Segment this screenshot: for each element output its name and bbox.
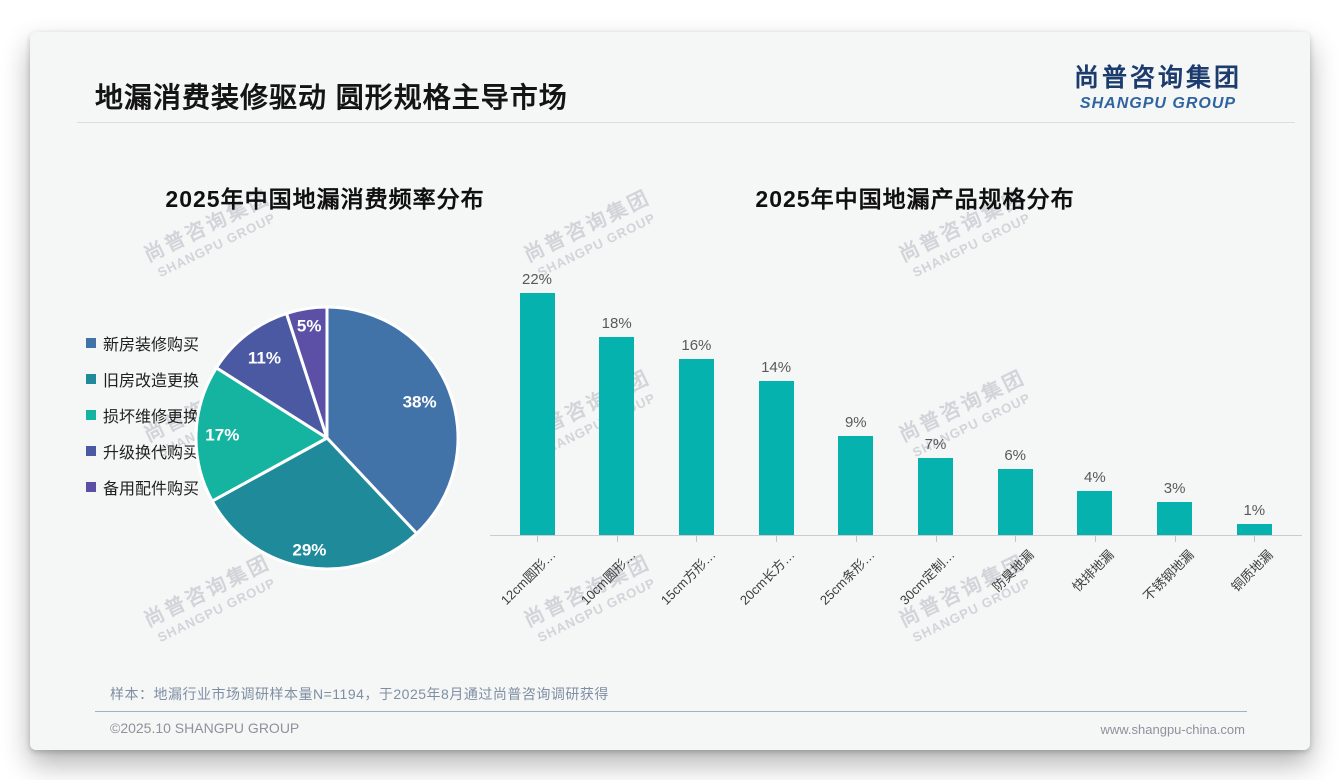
legend-label: 升级换代购买: [103, 445, 200, 462]
legend-item-4: 备用配件购买: [86, 476, 199, 498]
axis-tick: [855, 536, 857, 542]
bar-chart-title: 2025年中国地漏产品规格分布: [755, 186, 1075, 212]
axis-tick: [1094, 536, 1096, 542]
legend-item-3: 升级换代购买: [86, 440, 199, 462]
bar-value-6: 6%: [1004, 447, 1027, 464]
legend-swatch-icon: [86, 446, 96, 456]
axis-tick: [776, 536, 778, 542]
legend-swatch-icon: [86, 338, 96, 348]
bar-category-label-8: 不锈钢地漏: [1139, 547, 1197, 604]
bar-4: [838, 436, 874, 535]
axis-tick: [1015, 536, 1017, 542]
bar-category-label-2: 15cm方形…: [657, 547, 719, 608]
bar-5: [918, 458, 953, 535]
company-logo: 尚普咨询集团 SHANGPU GROUP: [1074, 58, 1242, 113]
bar-chart: 22% 12cm圆形… 18% 10cm圆形… 16% 15cm方形… 14% 20cm长方……: [490, 262, 1305, 682]
legend-swatch-icon: [86, 410, 96, 420]
bar-6: [997, 469, 1033, 535]
bar-value-5: 7%: [924, 436, 947, 453]
legend-item-0: 新房装修购买: [86, 332, 199, 354]
bar-1: [599, 337, 635, 535]
legend-swatch-icon: [86, 482, 96, 492]
axis-tick: [696, 536, 698, 542]
pie-slice-value-2: 17%: [205, 426, 239, 445]
bar-value-1: 18%: [601, 315, 632, 332]
slide-content: 地漏消费装修驱动 圆形规格主导市场 尚普咨询集团 SHANGPU GROUP 2…: [30, 32, 1310, 750]
legend-label: 备用配件购买: [103, 481, 200, 498]
pie-chart: 38% 29% 17% 11% 5%: [194, 305, 460, 571]
legend-item-1: 旧房改造更换: [86, 368, 199, 390]
axis-tick: [1254, 536, 1256, 542]
logo-cn-text: 尚普咨询集团: [1073, 64, 1242, 92]
bar-value-7: 4%: [1084, 469, 1106, 486]
axis-tick: [935, 536, 937, 542]
bar-value-2: 16%: [681, 337, 712, 354]
pie-slice-0: [325, 305, 460, 535]
copyright-text: ©2025.10 SHANGPU GROUP: [110, 720, 300, 736]
legend-swatch-icon: [86, 374, 96, 384]
pie-slice-3: [214, 311, 329, 440]
pie-legend: 新房装修购买 旧房改造更换 损坏维修更换 升级换代购买 备用配件购买: [86, 332, 199, 512]
footer-divider: [95, 711, 1247, 712]
bar-category-label-5: 30cm定制…: [896, 547, 958, 608]
bar-category-label-6: 防臭地漏: [989, 547, 1037, 595]
legend-label: 新房装修购买: [103, 337, 200, 354]
logo-en-text: SHANGPU GROUP: [1079, 95, 1237, 112]
axis-tick: [537, 536, 538, 542]
legend-label: 旧房改造更换: [103, 373, 200, 390]
header-divider: [77, 122, 1295, 123]
bar-7: [1077, 491, 1113, 535]
legend-item-2: 损坏维修更换: [86, 404, 199, 426]
axis-tick: [616, 536, 618, 542]
pie-slice-value-4: 5%: [297, 316, 322, 335]
bar-3: [758, 381, 794, 535]
bar-category-label-1: 10cm圆形…: [577, 547, 639, 608]
pie-slice-value-1: 29%: [292, 540, 326, 559]
pie-slice-2: [194, 366, 329, 503]
pie-chart-title: 2025年中国地漏消费频率分布: [165, 186, 485, 212]
bar-category-label-0: 12cm圆形…: [498, 547, 559, 608]
slide-card: 尚普咨询集团 SHANGPU GROUP 尚普咨询集团 SHANGPU GROUP 尚普…: [30, 32, 1310, 750]
bar-x-axis: [490, 535, 1302, 536]
bar-value-9: 1%: [1243, 502, 1266, 519]
pie-slice-value-0: 38%: [403, 392, 437, 411]
bar-category-label-7: 快排地漏: [1069, 547, 1117, 595]
bar-0: [519, 293, 555, 535]
bar-value-3: 14%: [761, 359, 792, 376]
sample-note: 样本：地漏行业市场调研样本量N=1194，于2025年8月通过尚普咨询调研获得: [110, 686, 609, 702]
bar-2: [678, 359, 714, 535]
bar-value-4: 9%: [844, 414, 867, 431]
bar-category-label-4: 25cm条形…: [816, 547, 878, 608]
pie-slice-4: [285, 305, 329, 440]
bar-value-0: 22%: [521, 271, 553, 288]
bar-9: [1236, 524, 1272, 535]
bar-8: [1157, 502, 1193, 535]
legend-label: 损坏维修更换: [103, 409, 200, 426]
bar-category-label-9: 铜质地漏: [1228, 547, 1277, 595]
axis-tick: [1174, 536, 1176, 542]
pie-slice-value-3: 11%: [248, 348, 281, 367]
bar-value-8: 3%: [1163, 480, 1186, 497]
bar-category-label-3: 20cm长方…: [737, 547, 798, 608]
page-title: 地漏消费装修驱动 圆形规格主导市场: [95, 82, 568, 113]
website-text: www.shangpu-china.com: [1100, 722, 1245, 737]
pie-slice-1: [210, 436, 419, 571]
